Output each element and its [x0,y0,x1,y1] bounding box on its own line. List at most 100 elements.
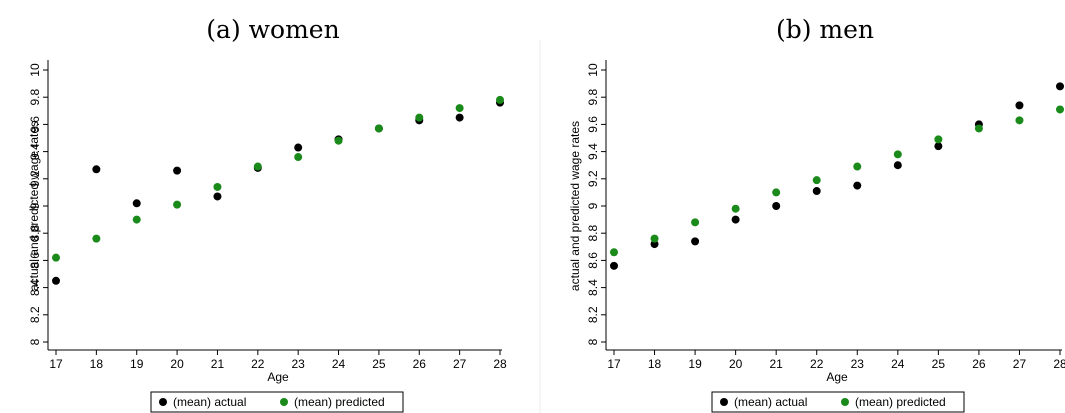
legend-label: (mean) actual [173,395,246,409]
predicted-point [294,153,303,162]
predicted-point [415,113,424,122]
y-tick-label: 9.2 [28,170,42,187]
actual-point [893,161,902,170]
actual-point [52,276,60,285]
predicted-point [812,176,821,185]
x-tick-label: 24 [891,357,905,371]
y-axis-label: actual and predicted wage rates [568,121,582,291]
x-tick-label: 22 [810,357,824,371]
actual-point [812,187,821,196]
predicted-point [455,104,464,113]
predicted-point [92,234,101,243]
legend: (mean) actual (mean) predicted [711,391,965,413]
x-tick-label: 26 [972,357,986,371]
x-tick-label: 22 [251,357,265,371]
legend-marker [280,398,288,406]
legend-box [150,391,404,413]
actual-point [731,215,740,224]
predicted-point [974,124,983,133]
legend-marker [841,398,849,406]
x-tick-label: 17 [49,357,63,371]
y-tick-label: 8.8 [28,225,42,242]
x-tick-label: 28 [1053,357,1065,371]
y-tick-label: 8.6 [586,252,600,269]
actual-point [173,166,182,175]
predicted-point [650,234,659,243]
predicted-point [253,162,262,171]
actual-point [610,261,618,270]
y-tick-label: 9.6 [28,116,42,133]
x-tick-label: 19 [688,357,702,371]
actual-point [772,202,781,210]
legend-box [711,391,965,413]
legend-marker [720,398,728,406]
x-tick-label: 27 [1013,357,1027,371]
actual-point [213,192,222,201]
predicted-point [496,95,504,104]
y-tick-label: 10 [28,63,42,77]
x-tick-label: 25 [372,357,386,371]
chart-panel-men: (b) men 8 8.2 8.4 8.6 8.8 9 9.2 9.4 9.6 9.8 10 17 18 1… [568,15,1065,413]
y-tick-label: 8.6 [28,252,42,269]
chart-title: (b) men [776,15,874,44]
y-tick-label: 8.2 [28,306,42,323]
y-tick-label: 8.8 [586,225,600,242]
chart-title: (a) women [206,15,339,44]
y-tick-label: 8 [586,338,600,345]
y-tick-label: 9.2 [586,170,600,187]
y-tick-label: 8 [28,338,42,345]
actual-point [691,237,700,246]
y-tick-label: 9 [586,202,600,209]
x-tick-label: 18 [90,357,104,371]
actual-point [934,142,943,151]
x-tick-label: 20 [170,357,184,371]
actual-point [455,113,464,122]
y-tick-label: 9 [28,202,42,209]
y-tick-label: 9.4 [586,143,600,160]
legend-marker [159,398,167,406]
predicted-point [52,253,60,262]
predicted-point [772,188,781,197]
x-tick-label: 17 [607,357,621,371]
actual-point [132,199,141,208]
predicted-point [1015,116,1024,125]
x-axis-label: Age [826,370,848,384]
predicted-point [132,215,141,224]
actual-point [1015,101,1024,110]
x-tick-label: 26 [413,357,427,371]
y-tick-label: 8.4 [28,279,42,296]
actual-point [853,181,862,190]
y-axis-label: actual and predicted wage rates [27,121,41,291]
y-tick-label: 10 [586,63,600,77]
x-tick-label: 21 [770,357,784,371]
predicted-point [213,182,222,191]
x-tick-label: 21 [211,357,225,371]
predicted-point [334,136,343,145]
x-tick-label: 25 [932,357,946,371]
legend-label: (mean) predicted [855,395,946,409]
predicted-point [893,150,902,159]
predicted-point [691,218,700,227]
y-tick-label: 9.8 [28,89,42,106]
x-tick-label: 28 [493,357,507,371]
x-tick-label: 20 [729,357,743,371]
predicted-point [374,124,383,133]
legend-label: (mean) predicted [294,395,385,409]
chart-panel-women: (a) women 8 8.2 8.4 8.6 8.8 9 9.2 9.4 9.6 9.8 10 17 1… [27,15,507,413]
y-tick-label: 8.4 [586,279,600,296]
y-tick-label: 9.4 [28,143,42,160]
y-tick-label: 9.8 [586,89,600,106]
predicted-point [731,204,740,213]
predicted-point [173,200,182,209]
legend-label: (mean) actual [734,395,807,409]
actual-point [92,165,101,174]
x-tick-label: 23 [292,357,306,371]
predicted-point [934,135,943,144]
actual-point [294,143,303,152]
x-tick-label: 27 [453,357,467,371]
predicted-point [853,162,862,171]
actual-point [1056,82,1064,91]
x-tick-label: 24 [332,357,346,371]
x-tick-label: 18 [648,357,662,371]
x-axis-label: Age [267,370,289,384]
